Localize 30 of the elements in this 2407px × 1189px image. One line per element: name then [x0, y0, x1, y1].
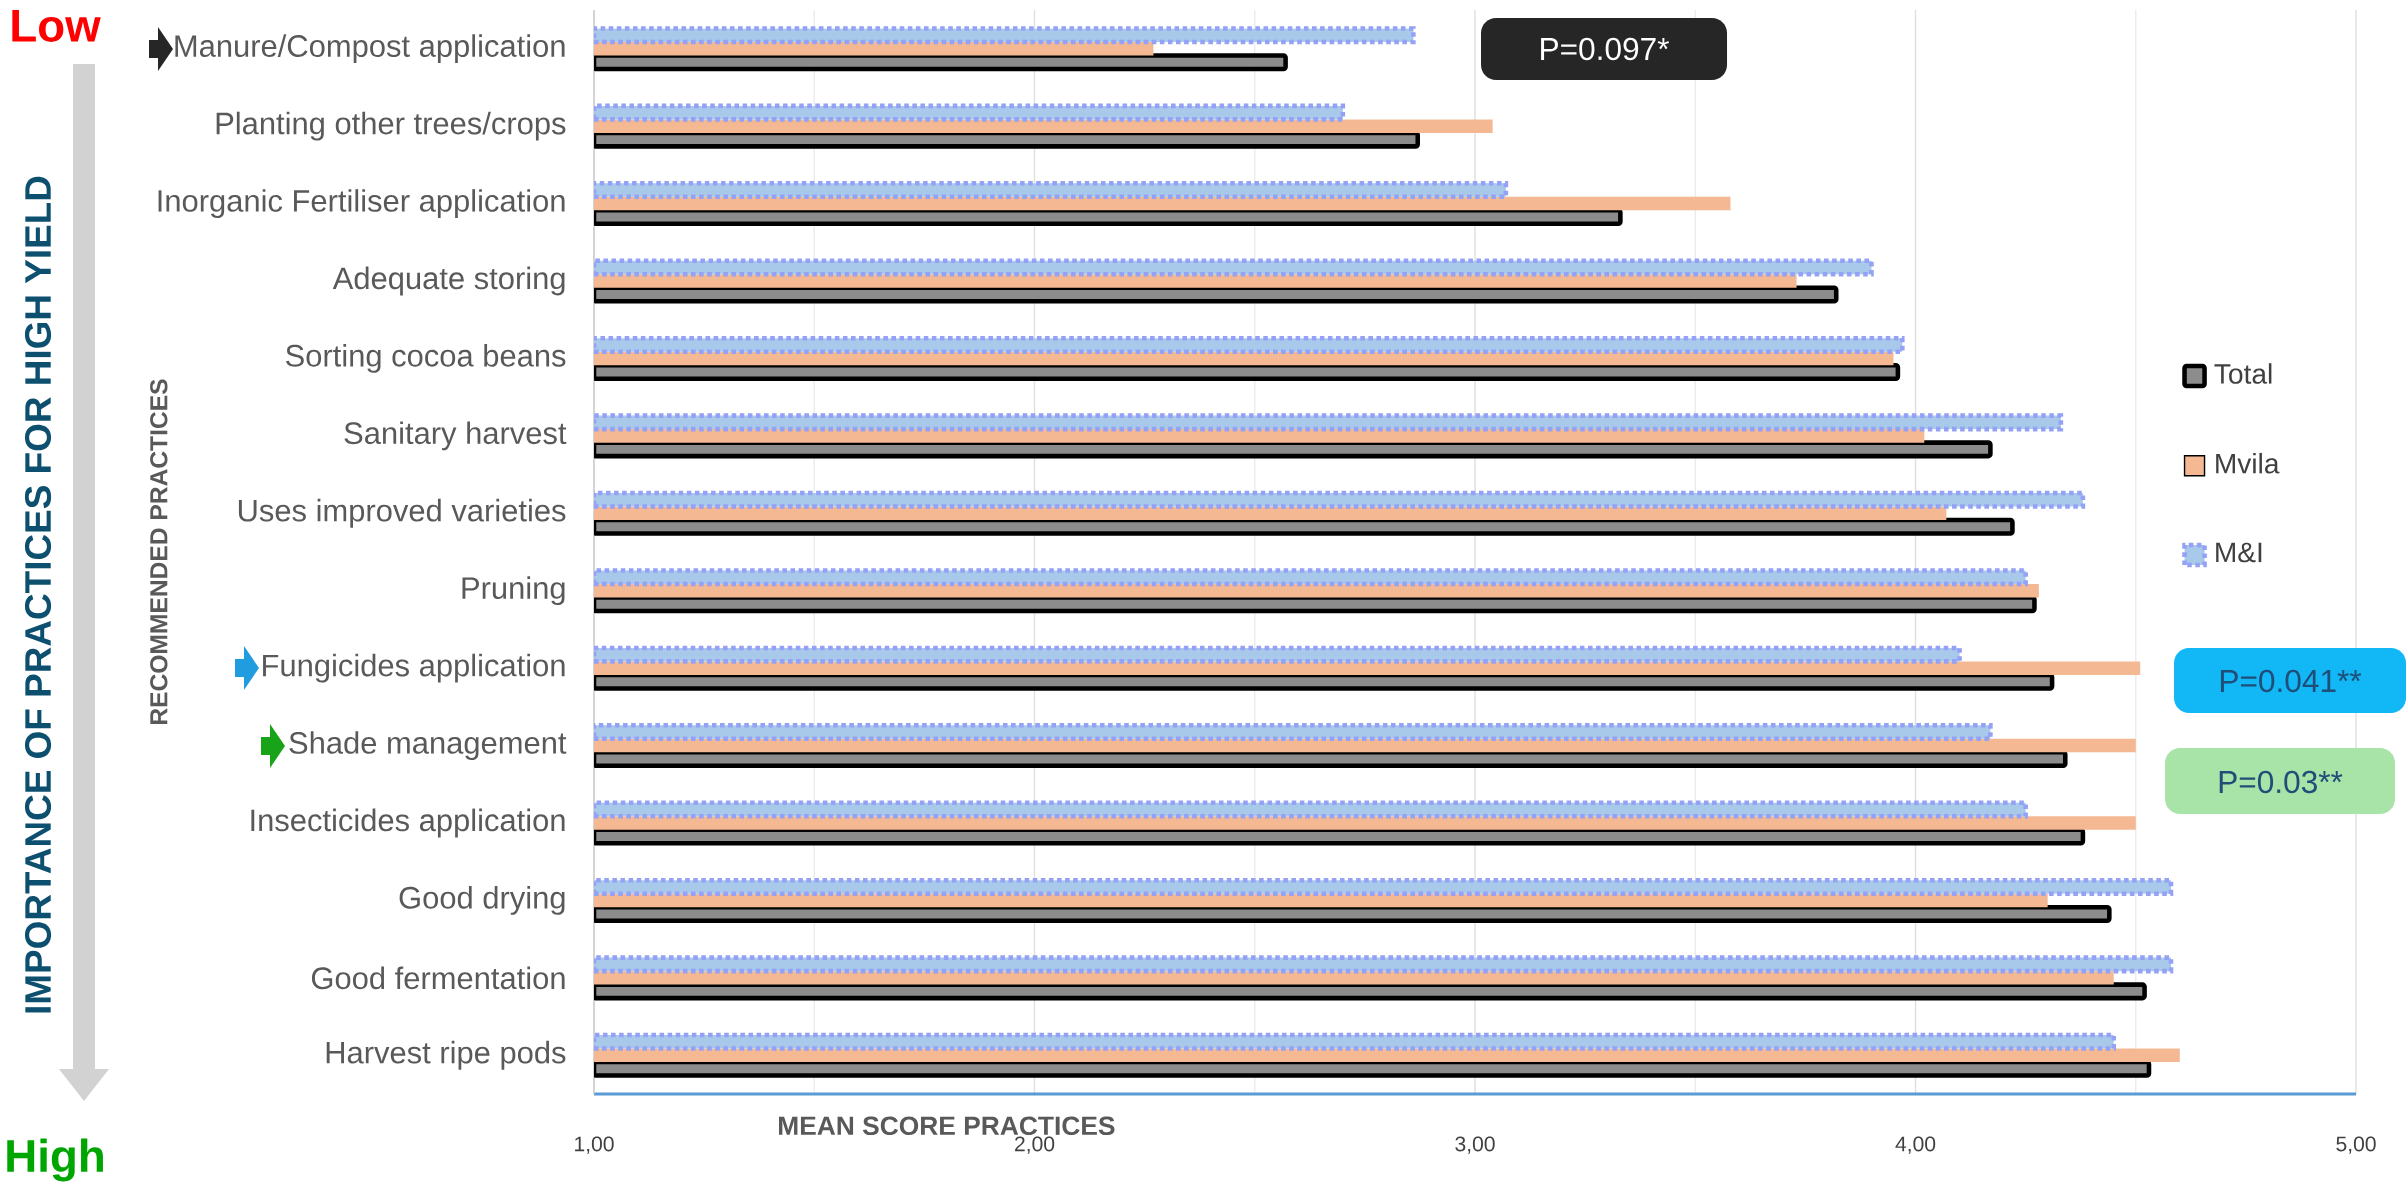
y-tick-label: Manure/Compost application	[175, 34, 565, 64]
y-axis-title: RECOMMENDED PRACTICES	[150, 379, 168, 724]
y-tick-label: Shade management	[289, 731, 567, 760]
legend-label: Total	[2214, 363, 2272, 384]
y-tick-label: Fungicides application	[263, 653, 565, 683]
y-tick-label: Harvest ripe pods	[326, 1040, 566, 1070]
annotation: P=0.03**	[2219, 770, 2343, 794]
x-tick-label: 2,00	[1015, 1136, 1055, 1154]
x-tick-label: 4,00	[1895, 1136, 1936, 1154]
legend-label: Mvila	[2216, 452, 2280, 474]
text: Low	[12, 10, 101, 42]
y-tick-label: Inorganic Fertiliser application	[158, 189, 565, 218]
y-tick-label: Sorting cocoa beans	[285, 344, 566, 373]
legend-label: M&I	[2216, 542, 2262, 563]
x-tick-label: 5,00	[2336, 1136, 2376, 1154]
x-tick-label: 3,00	[1455, 1136, 1495, 1154]
y-tick-label: Sanitary harvest	[344, 421, 567, 451]
annotation: P=0.097*	[1541, 37, 1670, 61]
y-tick-label: Good fermentation	[311, 966, 565, 990]
text: IMPORTANCE OF PRACTICES FOR HIGH YIELD	[24, 176, 52, 1013]
y-tick-label: Insecticides application	[251, 808, 565, 838]
annotation: P=0.041**	[2220, 669, 2362, 693]
y-tick-label: Uses improved varieties	[238, 498, 566, 528]
x-axis-title: MEAN SCORE PRACTICES	[779, 1116, 1115, 1136]
y-tick-label: Planting other trees/crops	[216, 111, 566, 141]
y-tick-label: Pruning	[462, 576, 565, 606]
x-tick-label: 1,00	[575, 1136, 614, 1154]
text: High	[7, 1138, 103, 1182]
y-tick-label: Adequate storing	[332, 266, 565, 296]
y-tick-label: Good drying	[399, 886, 565, 915]
